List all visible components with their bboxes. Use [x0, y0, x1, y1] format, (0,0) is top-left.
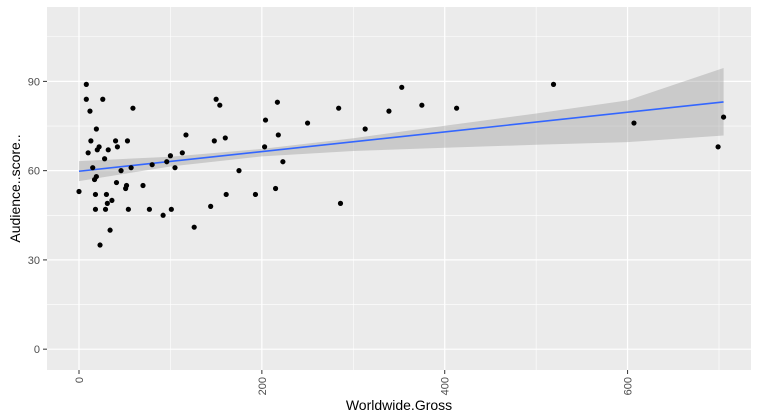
- data-point: [130, 105, 136, 111]
- confidence-band: [79, 68, 724, 182]
- data-point: [112, 138, 119, 144]
- data-point: [93, 173, 99, 180]
- data-point: [262, 144, 268, 150]
- data-point: [280, 159, 286, 165]
- data-point: [100, 96, 106, 102]
- data-point: [76, 188, 82, 195]
- data-point: [217, 102, 223, 108]
- data-point: [179, 150, 185, 156]
- data-point: [337, 200, 344, 206]
- data-point: [213, 96, 219, 102]
- data-point: [105, 147, 111, 153]
- y-tick-label: 0: [34, 344, 40, 356]
- y-tick-label: 60: [28, 166, 40, 178]
- data-point: [236, 168, 242, 174]
- plot-panel: [47, 7, 751, 370]
- data-point: [336, 105, 342, 111]
- data-point: [183, 132, 189, 138]
- x-axis-ticks: 0 200 400 600: [74, 370, 635, 395]
- data-point: [168, 206, 174, 212]
- y-axis-ticks: 0 30 60 90: [28, 76, 47, 356]
- data-point: [114, 144, 120, 150]
- data-point: [128, 165, 134, 171]
- x-tick-label: 400: [440, 377, 452, 395]
- data-point: [720, 114, 727, 120]
- data-point: [96, 144, 102, 150]
- data-point: [419, 102, 425, 108]
- data-point: [208, 203, 214, 209]
- data-point: [164, 159, 170, 165]
- x-tick-label: 600: [623, 377, 635, 395]
- data-point: [123, 182, 130, 189]
- data-point: [104, 200, 110, 206]
- regression-line: [78, 101, 724, 173]
- x-axis-title: Worldwide.Gross: [346, 397, 452, 413]
- y-tick-label: 90: [28, 76, 40, 88]
- data-point: [140, 182, 146, 189]
- data-point: [102, 206, 109, 212]
- data-point: [125, 206, 131, 212]
- data-point: [124, 138, 131, 144]
- y-axis-title: Audience..score..: [7, 134, 23, 242]
- data-point: [118, 168, 124, 174]
- data-point: [550, 81, 557, 87]
- data-point: [304, 120, 311, 126]
- major-gridlines: [47, 7, 751, 370]
- data-point: [149, 162, 155, 168]
- data-point: [109, 197, 115, 204]
- data-point: [211, 138, 217, 144]
- x-tick-label: 0: [74, 377, 86, 383]
- x-tick-label: 200: [257, 377, 269, 395]
- data-point: [92, 206, 99, 212]
- data-point: [252, 191, 259, 198]
- data-point: [107, 227, 113, 233]
- data-point: [274, 99, 280, 105]
- data-point: [113, 179, 120, 186]
- data-point: [386, 108, 392, 114]
- data-point: [222, 135, 228, 141]
- data-point: [85, 150, 91, 156]
- data-point: [88, 138, 94, 144]
- data-point: [631, 120, 637, 126]
- data-point: [146, 206, 152, 212]
- data-point: [454, 105, 460, 111]
- data-point: [103, 191, 110, 198]
- data-point: [399, 84, 405, 90]
- data-point: [93, 126, 99, 132]
- data-point: [160, 212, 166, 218]
- data-point: [715, 144, 721, 150]
- data-point: [87, 108, 93, 114]
- data-point: [102, 156, 108, 162]
- y-tick-label: 30: [28, 255, 40, 267]
- data-point: [272, 185, 279, 192]
- data-point: [83, 81, 89, 87]
- data-point: [172, 165, 178, 171]
- data-point: [92, 191, 99, 198]
- data-point: [223, 191, 229, 198]
- data-point: [362, 126, 368, 132]
- data-point: [191, 224, 197, 230]
- data-point: [262, 117, 269, 123]
- data-point: [97, 242, 103, 248]
- data-point: [83, 96, 89, 102]
- data-point: [167, 153, 174, 159]
- data-points: [76, 81, 727, 248]
- data-point: [90, 165, 96, 171]
- data-point: [275, 132, 281, 138]
